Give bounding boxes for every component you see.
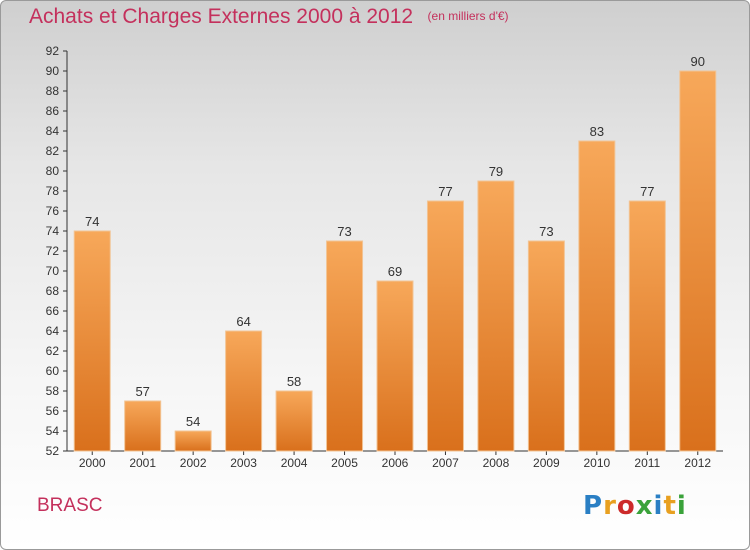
y-tick-label: 70 — [46, 264, 60, 278]
x-tick-label: 2001 — [129, 456, 156, 470]
bar — [124, 400, 162, 452]
x-tick-label: 2009 — [533, 456, 560, 470]
x-tick-label: 2005 — [331, 456, 358, 470]
bar-value-label: 73 — [539, 224, 553, 239]
chart-unit: (en milliers d'€) — [427, 9, 509, 23]
y-tick-label: 64 — [46, 324, 60, 338]
x-tick-label: 2010 — [583, 456, 610, 470]
bar-value-label: 69 — [388, 264, 402, 279]
y-tick-label: 66 — [46, 304, 60, 318]
x-tick-label: 2004 — [281, 456, 308, 470]
bar — [225, 330, 263, 452]
y-tick-label: 88 — [46, 84, 60, 98]
y-tick-label: 80 — [46, 164, 60, 178]
y-tick-label: 84 — [46, 124, 60, 138]
logo-letter: o — [616, 491, 636, 521]
bar — [679, 70, 717, 452]
logo-letter: r — [603, 491, 617, 521]
y-tick-label: 56 — [46, 404, 60, 418]
y-tick-label: 62 — [46, 344, 60, 358]
bar-value-label: 77 — [640, 184, 654, 199]
x-tick-label: 2008 — [483, 456, 510, 470]
x-tick-label: 2012 — [684, 456, 711, 470]
commune-name: BRASC — [37, 495, 103, 516]
logo-letter: P — [583, 491, 604, 521]
bar — [628, 200, 666, 452]
y-tick-label: 86 — [46, 104, 60, 118]
x-tick-label: 2007 — [432, 456, 459, 470]
bar — [73, 230, 111, 452]
y-tick-label: 60 — [46, 364, 60, 378]
y-tick-label: 72 — [46, 244, 60, 258]
bar — [426, 200, 464, 452]
logo-letter: t — [663, 491, 677, 521]
bar — [275, 390, 313, 452]
logo-letter: x — [635, 491, 654, 521]
bar-value-label: 83 — [590, 124, 604, 139]
y-tick-label: 78 — [46, 184, 60, 198]
y-tick-label: 90 — [46, 64, 60, 78]
bar-value-label: 54 — [186, 414, 200, 429]
y-tick-label: 52 — [46, 444, 60, 458]
bar-layer: 74 57 54 64 58 73 69 77 79 73 83 77 90 — [73, 54, 717, 452]
y-tick-label: 58 — [46, 384, 60, 398]
x-tick-label: 2011 — [634, 456, 660, 470]
y-tick-label: 54 — [46, 424, 60, 438]
bar-value-label: 79 — [489, 164, 503, 179]
bar-value-label: 90 — [691, 54, 705, 69]
bar — [477, 180, 515, 452]
bar — [578, 140, 616, 452]
bar — [326, 240, 364, 452]
y-tick-label: 68 — [46, 284, 60, 298]
bar — [376, 280, 414, 452]
bar-value-label: 57 — [135, 384, 149, 399]
bar-value-label: 64 — [236, 314, 250, 329]
x-tick-label: 2006 — [382, 456, 409, 470]
bar-value-label: 77 — [438, 184, 452, 199]
chart-title: Achats et Charges Externes 2000 à 2012 — [29, 5, 414, 28]
y-tick-label: 76 — [46, 204, 60, 218]
bar-value-label: 74 — [85, 214, 99, 229]
bar-value-label: 73 — [337, 224, 351, 239]
x-tick-label: 2002 — [180, 456, 207, 470]
logo-letter: i — [653, 491, 664, 521]
logo-letter: i — [676, 491, 687, 521]
bar — [174, 430, 212, 452]
y-tick-label: 92 — [46, 44, 60, 58]
bar — [527, 240, 565, 452]
proxiti-logo: Proxiti — [583, 491, 687, 521]
chart-title-area: Achats et Charges Externes 2000 à 2012 (… — [29, 5, 509, 29]
y-tick-label: 82 — [46, 144, 60, 158]
x-tick-label: 2000 — [79, 456, 106, 470]
y-tick-label: 74 — [46, 224, 60, 238]
bar-value-label: 58 — [287, 374, 301, 389]
x-tick-label: 2003 — [230, 456, 257, 470]
